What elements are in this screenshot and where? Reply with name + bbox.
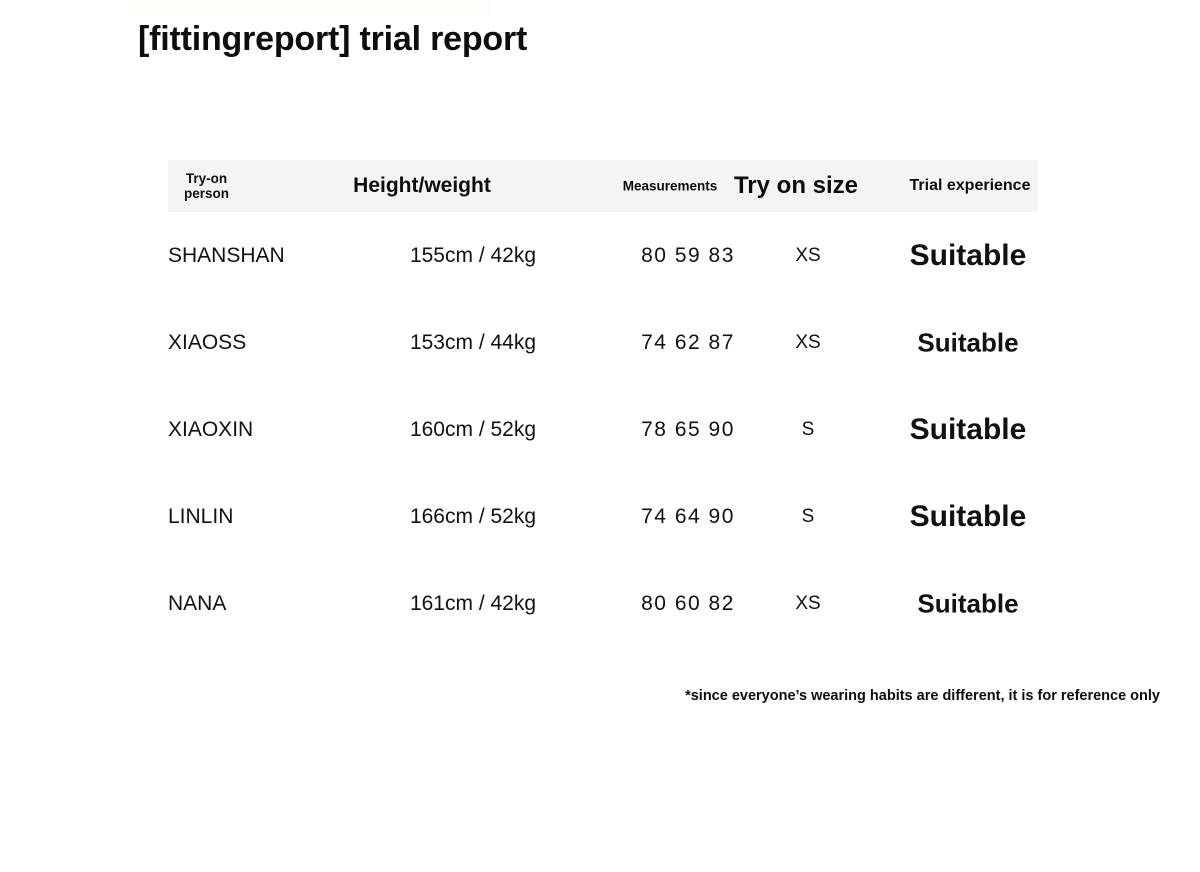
- cell-experience: Suitable: [909, 412, 1027, 446]
- cell-height-weight: 155cm / 42kg: [409, 243, 537, 267]
- cell-size: XS: [795, 331, 821, 353]
- page-title: [fittingreport] trial report: [138, 20, 528, 58]
- table-row: SHANSHAN 155cm / 42kg 80 59 83 XS Suitab…: [168, 212, 1038, 299]
- cell-person: SHANSHAN: [168, 243, 285, 267]
- cell-height-weight: 153cm / 44kg: [409, 330, 537, 354]
- cell-measurements: 78 65 90: [641, 417, 735, 441]
- cell-size: S: [801, 505, 815, 527]
- cell-size: S: [801, 418, 815, 440]
- table-header-row: Try-on person Height/weight Measurements…: [168, 160, 1038, 212]
- cell-experience: Suitable: [909, 238, 1027, 272]
- cell-size: XS: [795, 244, 821, 266]
- cell-size: XS: [795, 592, 821, 614]
- table-body: SHANSHAN 155cm / 42kg 80 59 83 XS Suitab…: [168, 212, 1038, 647]
- cell-experience: Suitable: [917, 588, 1019, 618]
- column-header-try-on-person: Try-on person: [184, 171, 229, 201]
- table-row: LINLIN 166cm / 52kg 74 64 90 S Suitable: [168, 473, 1038, 560]
- cell-person: LINLIN: [168, 504, 234, 528]
- cell-person: NANA: [168, 591, 227, 615]
- table-row: XIAOSS 153cm / 44kg 74 62 87 XS Suitable: [168, 299, 1038, 386]
- cell-measurements: 74 62 87: [641, 330, 735, 354]
- top-edge-fade: [130, 0, 490, 16]
- cell-measurements: 80 59 83: [641, 243, 735, 267]
- column-header-trial-experience: Trial experience: [909, 177, 1031, 194]
- column-header-try-on-person-line2: person: [184, 186, 230, 201]
- cell-height-weight: 161cm / 42kg: [409, 591, 537, 615]
- cell-person: XIAOSS: [168, 330, 247, 354]
- cell-measurements: 74 64 90: [641, 504, 735, 528]
- cell-experience: Suitable: [917, 327, 1019, 357]
- disclaimer-footnote: *since everyone’s wearing habits are dif…: [685, 688, 1160, 704]
- fitting-report-table: Try-on person Height/weight Measurements…: [168, 160, 1038, 647]
- table-row: NANA 161cm / 42kg 80 60 82 XS Suitable: [168, 560, 1038, 647]
- table-row: XIAOXIN 160cm / 52kg 78 65 90 S Suitable: [168, 386, 1038, 473]
- cell-person: XIAOXIN: [168, 417, 254, 441]
- column-header-try-on-person-line1: Try-on: [185, 170, 228, 186]
- column-header-measurements: Measurements: [622, 178, 718, 194]
- cell-measurements: 80 60 82: [641, 591, 735, 615]
- column-header-height-weight: Height/weight: [353, 174, 491, 197]
- cell-height-weight: 166cm / 52kg: [409, 504, 537, 528]
- column-header-try-on-size: Try on size: [733, 172, 859, 199]
- cell-experience: Suitable: [909, 499, 1027, 533]
- cell-height-weight: 160cm / 52kg: [409, 417, 537, 441]
